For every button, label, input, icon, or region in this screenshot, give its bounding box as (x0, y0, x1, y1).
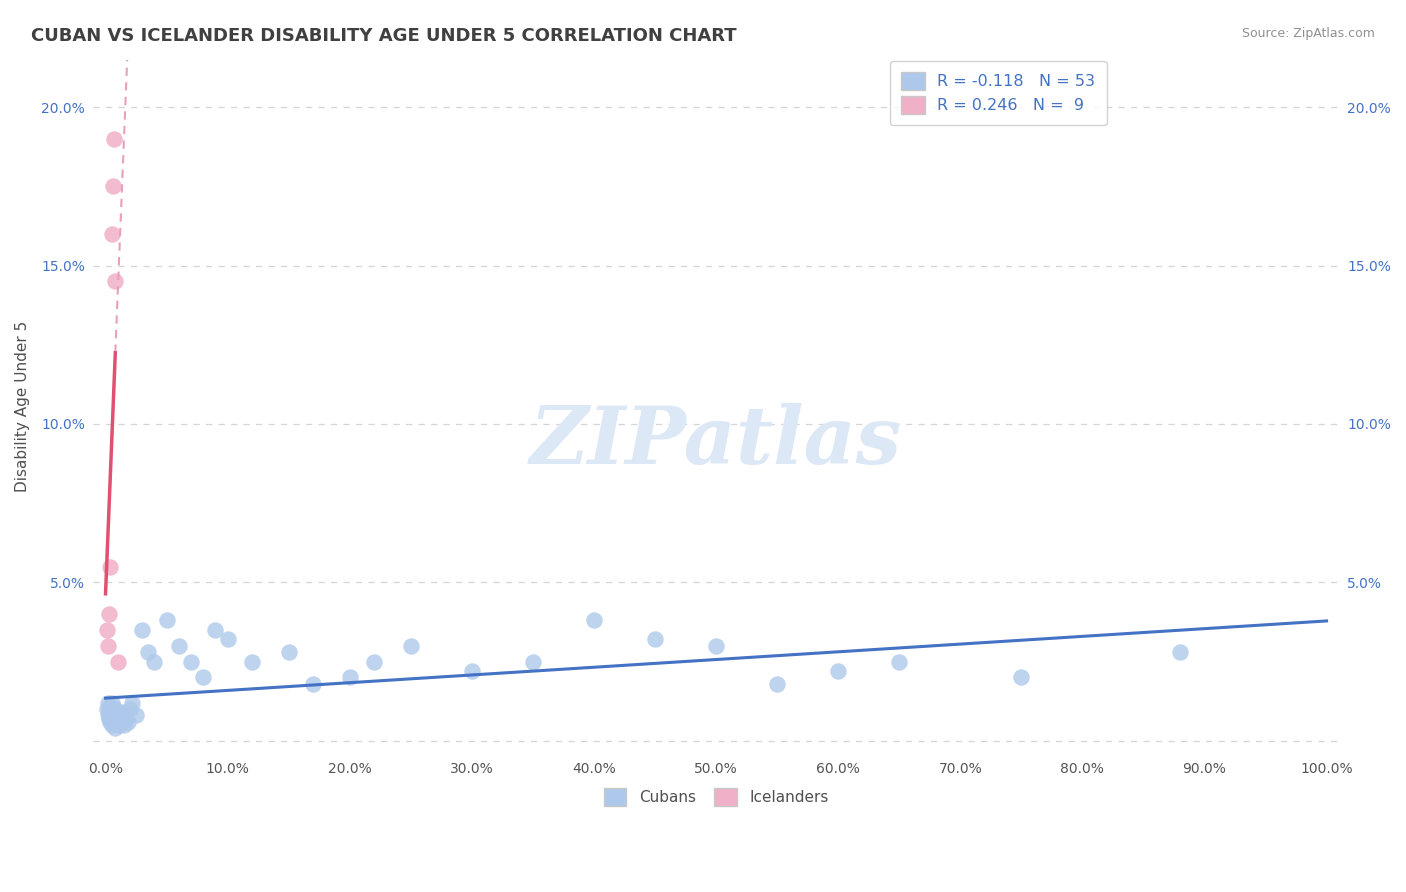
Point (125, 708, 148, 723)
Legend: Cubans, Icelanders: Cubans, Icelanders (595, 780, 838, 815)
Point (97, 696, 120, 710)
Point (143, 655, 166, 669)
Point (240, 655, 263, 669)
Point (115, 712, 138, 726)
Point (704, 639, 727, 653)
Point (121, 696, 143, 710)
Text: ZIPatlas: ZIPatlas (530, 402, 903, 480)
Point (302, 677, 325, 691)
Point (180, 655, 202, 669)
Point (167, 639, 190, 653)
Point (107, 655, 129, 669)
Point (399, 639, 422, 653)
Point (101, 708, 124, 723)
Point (217, 632, 239, 647)
Point (111, 706, 134, 720)
Point (104, 702, 127, 716)
Point (582, 614, 605, 628)
Y-axis label: Disability Age Under 5: Disability Age Under 5 (15, 321, 30, 492)
Point (100, 714, 122, 729)
Point (98, 712, 121, 726)
Point (155, 614, 177, 628)
Point (112, 718, 135, 732)
Point (117, 714, 139, 729)
Point (889, 655, 911, 669)
Point (100, 696, 122, 710)
Point (461, 664, 484, 678)
Point (103, 706, 125, 720)
Point (100, 559, 122, 574)
Point (107, 714, 129, 729)
Point (98, 607, 121, 621)
Point (100, 718, 122, 732)
Point (363, 655, 385, 669)
Point (104, 721, 127, 735)
Point (103, 712, 125, 726)
Point (114, 708, 136, 723)
Point (97, 639, 120, 653)
Point (101, 714, 124, 729)
Point (98, 706, 121, 720)
Point (827, 664, 849, 678)
Text: CUBAN VS ICELANDER DISABILITY AGE UNDER 5 CORRELATION CHART: CUBAN VS ICELANDER DISABILITY AGE UNDER … (31, 27, 737, 45)
Point (100, 227, 122, 241)
Point (644, 632, 666, 647)
Point (103, 132, 125, 146)
Point (136, 645, 159, 659)
Point (108, 718, 131, 732)
Text: Source: ZipAtlas.com: Source: ZipAtlas.com (1241, 27, 1375, 40)
Point (1168, 645, 1191, 659)
Point (277, 645, 299, 659)
Point (101, 179, 124, 194)
Point (100, 702, 122, 716)
Point (104, 274, 127, 288)
Point (108, 712, 131, 726)
Point (110, 714, 132, 729)
Point (105, 708, 128, 723)
Point (522, 655, 544, 669)
Point (96, 702, 118, 716)
Point (118, 702, 141, 716)
Point (204, 623, 226, 637)
Point (1010, 670, 1032, 684)
Point (131, 623, 153, 637)
Point (96, 623, 118, 637)
Point (339, 670, 361, 684)
Point (766, 677, 789, 691)
Point (193, 670, 215, 684)
Point (97, 708, 120, 723)
